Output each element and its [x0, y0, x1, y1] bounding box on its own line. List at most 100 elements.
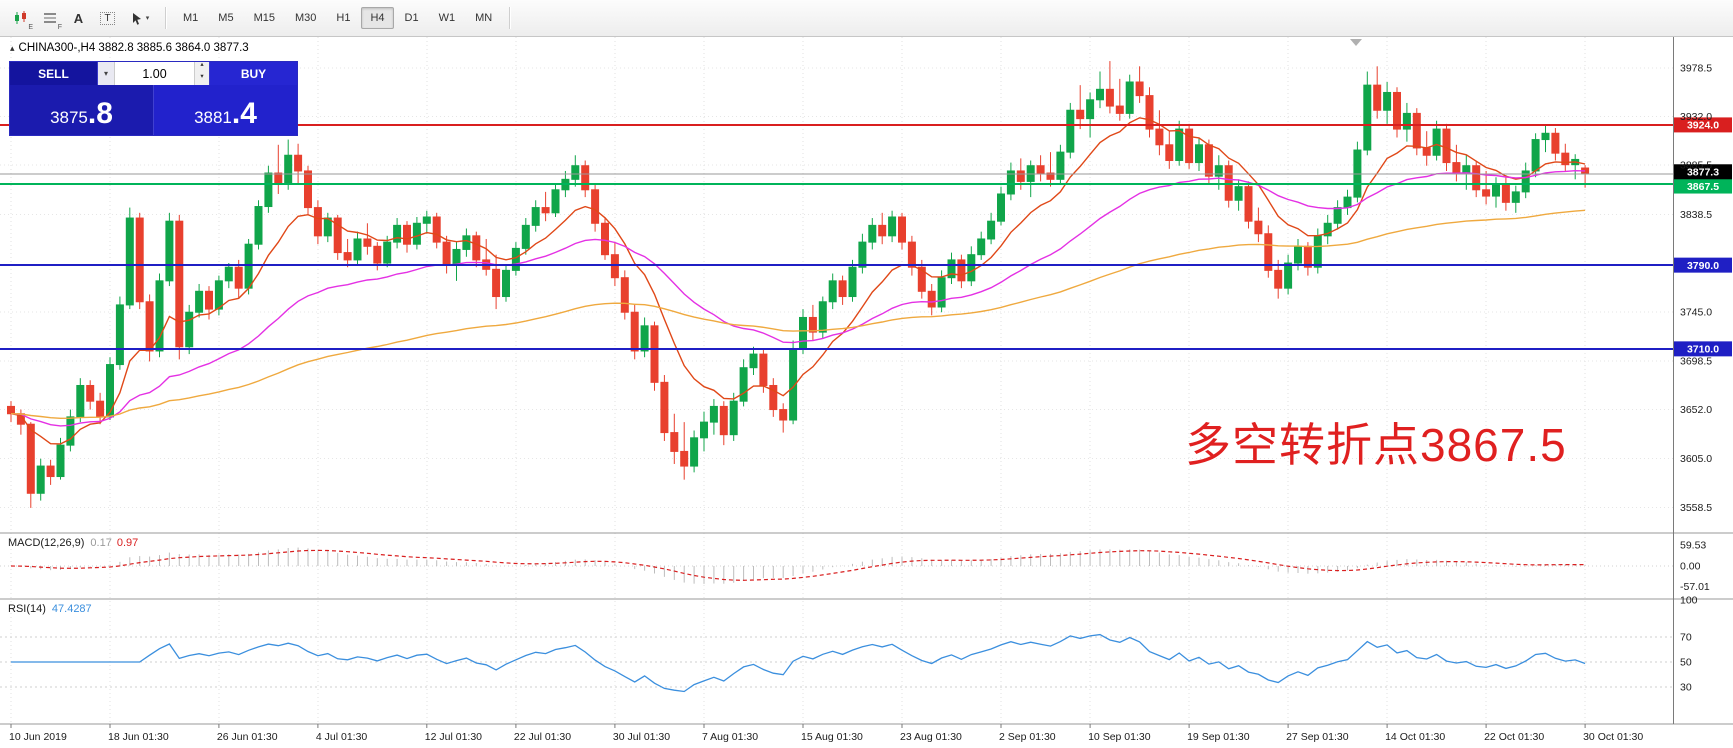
svg-text:2 Sep 01:30: 2 Sep 01:30	[999, 731, 1056, 743]
time-axis[interactable]	[10, 724, 1586, 728]
svg-text:7 Aug 01:30: 7 Aug 01:30	[702, 731, 758, 743]
volume-dropdown-icon[interactable]: ▾	[98, 62, 115, 85]
volume-up-icon[interactable]: ▴	[195, 61, 209, 74]
macd-name: MACD(12,26,9)	[8, 537, 85, 549]
moving-averages-layer	[10, 117, 1586, 445]
candlestick-icon	[14, 11, 26, 24]
volume-input[interactable]: 1.00	[142, 66, 167, 81]
svg-text:100: 100	[1680, 595, 1698, 607]
timeframe-m1[interactable]: M1	[183, 12, 199, 24]
timeframe-m5[interactable]: M5	[218, 12, 234, 24]
svg-text:3558.5: 3558.5	[1680, 502, 1712, 514]
scroll-marker-icon	[1350, 39, 1362, 46]
one-click-toggle-icon[interactable]: ▴	[10, 43, 15, 53]
svg-text:12 Jul 01:30: 12 Jul 01:30	[425, 731, 482, 743]
text-box-button[interactable]: T	[93, 4, 122, 32]
grid-layer	[0, 37, 1673, 724]
text-label-button[interactable]: A	[64, 4, 93, 32]
rsi-panel	[0, 633, 1673, 693]
svg-text:22 Jul 01:30: 22 Jul 01:30	[514, 731, 571, 743]
volume-control: ▾ 1.00 ▴ ▾	[98, 61, 209, 85]
volume-stepper: ▴ ▾	[194, 61, 209, 85]
cursor-arrow-icon	[132, 12, 141, 25]
svg-text:19 Sep 01:30: 19 Sep 01:30	[1187, 731, 1250, 743]
svg-text:10 Sep 01:30: 10 Sep 01:30	[1088, 731, 1151, 743]
svg-text:3978.5: 3978.5	[1680, 62, 1712, 74]
rsi-label: RSI(14) 47.4287	[8, 603, 92, 615]
svg-text:3932.0: 3932.0	[1680, 111, 1712, 123]
svg-text:26 Jun 01:30: 26 Jun 01:30	[217, 731, 278, 743]
quotes-list-icon	[43, 13, 56, 23]
chart-area: 3978.5 3932.0 3885.5 3838.5 3745.0 3698.5 3652…	[0, 37, 1733, 748]
chart-annotation-text: 多空转折点3867.5	[1185, 419, 1567, 471]
volume-down-icon[interactable]: ▾	[195, 73, 209, 85]
timeframe-m15[interactable]: M15	[253, 12, 275, 24]
timeframe-d1[interactable]: D1	[404, 12, 419, 24]
timeframe-m30[interactable]: M30	[294, 12, 317, 24]
macd-main-value: 0.17	[90, 537, 112, 549]
svg-text:3885.5: 3885.5	[1680, 160, 1712, 172]
svg-text:4 Jul 01:30: 4 Jul 01:30	[316, 731, 368, 743]
macd-signal-value: 0.97	[116, 537, 139, 549]
sell-button[interactable]: SELL	[10, 62, 98, 85]
svg-text:59.53: 59.53	[1680, 539, 1706, 551]
timeframe-h4[interactable]: H4	[361, 7, 394, 29]
letter-t-icon: T	[100, 11, 115, 25]
drawing-tools-group: E F A T ▾	[6, 0, 158, 36]
price-axis[interactable]	[1674, 117, 1732, 357]
horizontal-levels-layer[interactable]	[0, 123, 1673, 350]
svg-text:3877.3: 3877.3	[1687, 167, 1719, 179]
sell-price[interactable]: 3875.8	[10, 85, 154, 135]
macd-panel	[0, 547, 1673, 584]
symbol-header: ▴ CHINA300-,H4 3882.8 3885.6 3864.0 3877.…	[10, 42, 249, 54]
svg-text:22 Oct 01:30: 22 Oct 01:30	[1484, 731, 1544, 743]
svg-text:50: 50	[1680, 657, 1692, 669]
price-chart-canvas[interactable]: 3978.5 3932.0 3885.5 3838.5 3745.0 3698.5 3652…	[0, 37, 1733, 748]
candlestick-style-button[interactable]: E	[6, 4, 35, 32]
badge-f: F	[57, 24, 62, 31]
line-studies-button[interactable]: F	[35, 4, 64, 32]
toolbar: E F A T ▾	[0, 0, 1733, 37]
svg-text:3698.5: 3698.5	[1680, 355, 1712, 367]
svg-text:70: 70	[1680, 632, 1692, 644]
toolbar-separator	[165, 7, 166, 29]
svg-text:-57.01: -57.01	[1680, 581, 1710, 593]
timeframe-h1[interactable]: H1	[336, 12, 351, 24]
buy-button[interactable]: BUY	[209, 62, 297, 85]
timeframes-group: M1 M5 M15 M30 H1 H4 D1 W1 MN	[173, 0, 502, 36]
panel-frame	[0, 37, 1733, 725]
candlesticks-layer	[7, 61, 1590, 508]
svg-text:23 Aug 01:30: 23 Aug 01:30	[900, 731, 962, 743]
svg-text:3838.5: 3838.5	[1680, 209, 1712, 221]
dropdown-caret-icon: ▾	[145, 15, 150, 22]
rsi-name: RSI(14)	[8, 603, 46, 615]
svg-text:3924.0: 3924.0	[1687, 120, 1719, 132]
svg-text:30 Jul 01:30: 30 Jul 01:30	[613, 731, 670, 743]
svg-text:15 Aug 01:30: 15 Aug 01:30	[801, 731, 863, 743]
svg-text:30 Oct 01:30: 30 Oct 01:30	[1583, 731, 1643, 743]
svg-text:3710.0: 3710.0	[1687, 344, 1719, 356]
svg-text:3867.5: 3867.5	[1687, 181, 1719, 193]
svg-text:0.00: 0.00	[1680, 561, 1701, 573]
svg-text:27 Sep 01:30: 27 Sep 01:30	[1286, 731, 1349, 743]
badge-e: E	[28, 24, 33, 31]
svg-text:3745.0: 3745.0	[1680, 307, 1712, 319]
buy-price[interactable]: 3881.4	[154, 85, 297, 135]
rsi-value: 47.4287	[51, 603, 92, 615]
svg-text:10 Jun 2019: 10 Jun 2019	[9, 731, 67, 743]
toolbar-separator	[509, 7, 511, 29]
svg-text:3790.0: 3790.0	[1687, 260, 1719, 272]
macd-label: MACD(12,26,9) 0.17 0.97	[8, 537, 138, 549]
timeframe-mn[interactable]: MN	[475, 12, 493, 24]
svg-text:3652.0: 3652.0	[1680, 404, 1712, 416]
cursor-tools-button[interactable]: ▾	[122, 4, 158, 32]
timeframe-w1[interactable]: W1	[438, 12, 456, 24]
one-click-trading-panel: SELL ▾ 1.00 ▴ ▾ BUY 3875.8 3881.4	[9, 61, 298, 136]
svg-text:3605.0: 3605.0	[1680, 453, 1712, 465]
symbol-ohlc-text: CHINA300-,H4 3882.8 3885.6 3864.0 3877.3	[18, 42, 249, 54]
svg-text:18 Jun 01:30: 18 Jun 01:30	[108, 731, 169, 743]
svg-text:30: 30	[1680, 681, 1692, 693]
svg-text:14 Oct 01:30: 14 Oct 01:30	[1385, 731, 1445, 743]
letter-a-icon: A	[73, 10, 84, 26]
